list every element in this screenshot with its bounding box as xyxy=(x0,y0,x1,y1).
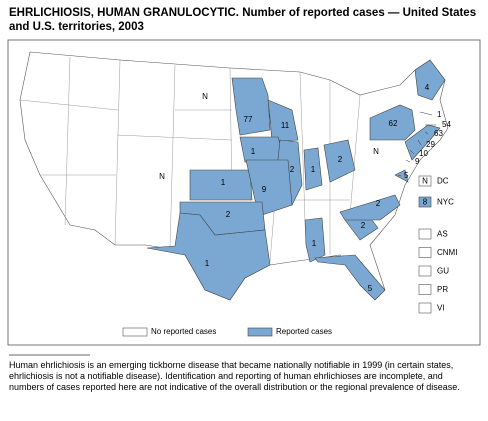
state-label: 2 xyxy=(226,210,231,219)
territory-label: AS xyxy=(437,230,448,239)
territory-box xyxy=(418,247,432,258)
state-label: 63 xyxy=(434,129,443,138)
territory-label: VI xyxy=(437,304,445,313)
side-box-label: NYC xyxy=(437,198,454,207)
territory-label: GU xyxy=(437,267,449,276)
state-label: N xyxy=(373,147,379,156)
state-label: 2 xyxy=(338,155,343,164)
title: EHRLICHIOSIS, HUMAN GRANULOCYTIC. Number… xyxy=(9,6,479,34)
territory-box xyxy=(418,228,432,240)
state-label: 9 xyxy=(415,157,420,166)
state-label: 2 xyxy=(361,221,366,230)
reported-states xyxy=(146,59,446,301)
territory-box xyxy=(418,302,432,314)
side-box-value: N xyxy=(422,177,428,186)
state-label: 2 xyxy=(290,165,295,174)
side-boxes: N DC 8 NYC AS CNMI GU PR VI xyxy=(418,175,457,314)
state-label: 1 xyxy=(312,239,317,248)
territory-box xyxy=(418,265,432,277)
legend-swatch xyxy=(122,327,148,337)
state-label: 1 xyxy=(221,178,226,187)
state-label: 1 xyxy=(205,259,210,268)
legend-label: Reported cases xyxy=(276,327,332,336)
territory-label: CNMI xyxy=(437,248,457,257)
side-box-value: 8 xyxy=(423,198,428,207)
state-label: 54 xyxy=(442,120,451,129)
state-label: 4 xyxy=(425,83,430,92)
callout-lines xyxy=(397,111,436,177)
state-label: N xyxy=(159,172,165,181)
legend-label: No reported cases xyxy=(151,327,216,336)
state-label: 5 xyxy=(368,284,373,293)
state-label: 1 xyxy=(311,165,316,174)
state-label: 77 xyxy=(244,115,253,124)
side-box xyxy=(418,196,432,208)
footnote: Human ehrlichiosis is an emerging tickbo… xyxy=(9,360,460,392)
territory-box xyxy=(418,284,432,295)
state-label: 1 xyxy=(437,110,442,119)
state-label: 9 xyxy=(262,185,267,194)
state-label: 62 xyxy=(389,119,398,128)
state-label: 1 xyxy=(251,147,256,156)
side-box-label: DC xyxy=(437,177,449,186)
state-label: 10 xyxy=(419,149,428,158)
state-label: 29 xyxy=(426,140,435,149)
side-box xyxy=(418,175,432,187)
legend-swatch xyxy=(247,327,273,337)
state-label: N xyxy=(202,92,208,101)
map-frame xyxy=(7,39,481,346)
state-label: 11 xyxy=(281,121,290,130)
title-text: Number of reported cases — United States… xyxy=(9,7,477,33)
territory-label: PR xyxy=(437,285,448,294)
state-label: 2 xyxy=(376,199,381,208)
state-label: 5 xyxy=(404,171,409,180)
title-heading: EHRLICHIOSIS, HUMAN GRANULOCYTIC. xyxy=(9,7,239,19)
